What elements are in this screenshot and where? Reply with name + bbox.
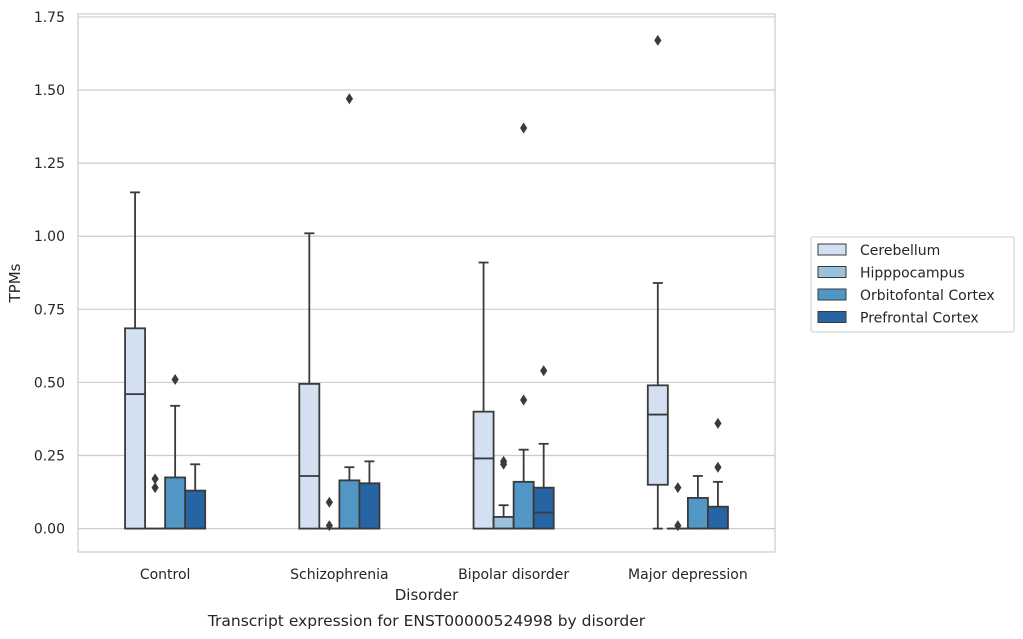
x-tick-label: Bipolar disorder <box>458 567 569 583</box>
chart-caption: Transcript expression for ENST0000052499… <box>207 612 646 630</box>
outlier-point <box>345 93 353 105</box>
outlier-point <box>674 482 682 494</box>
legend-swatch <box>817 311 847 323</box>
outlier-point <box>674 520 682 532</box>
box-body <box>164 476 187 530</box>
outlier-point <box>714 417 722 429</box>
x-tick-label: Control <box>140 567 191 583</box>
legend-swatch <box>817 266 847 278</box>
outlier-point <box>325 520 333 532</box>
outlier-point <box>151 482 159 494</box>
box-2-3 <box>686 475 709 530</box>
y-tick-label: 0.25 <box>34 449 65 465</box>
box-2-1 <box>338 93 361 530</box>
box-body <box>686 497 709 530</box>
legend-label: Orbitofontal Cortex <box>860 288 995 304</box>
outlier-point <box>500 455 508 467</box>
y-axis-title: TPMs <box>6 263 24 303</box>
box-body <box>646 384 669 486</box>
box-3-0 <box>184 463 207 530</box>
y-axis: 0.00 0.25 0.50 0.75 1.00 1.25 1.50 1.75 <box>34 10 65 538</box>
x-axis: Control Schizophrenia Bipolar disorder Majo… <box>140 567 748 583</box>
box-body <box>512 480 535 530</box>
y-tick-label: 1.25 <box>34 156 65 172</box>
y-tick-label: 1.75 <box>34 10 65 26</box>
box-1-2 <box>492 455 515 530</box>
box-body <box>472 410 495 530</box>
outlier-point <box>151 473 159 485</box>
outlier-point <box>171 373 179 385</box>
box-body <box>338 479 361 530</box>
box-body <box>124 327 146 530</box>
gridlines <box>78 16 775 530</box>
plot-frame <box>77 13 776 553</box>
legend-swatch <box>817 288 847 301</box>
box-0-0 <box>124 191 146 530</box>
box-0-2 <box>472 261 495 530</box>
outlier-point <box>325 496 333 508</box>
outlier-point <box>520 394 528 406</box>
legend-swatch <box>817 243 847 256</box>
outlier-point <box>520 122 528 134</box>
y-tick-label: 1.50 <box>34 83 65 99</box>
x-axis-title: Disorder <box>395 586 459 604</box>
box-0-1 <box>298 232 321 530</box>
box-3-3 <box>707 417 729 530</box>
x-tick-label: Schizophrenia <box>290 567 388 583</box>
y-tick-label: 1.00 <box>34 229 65 245</box>
box-0-3 <box>646 34 669 530</box>
legend-label: Prefrontal Cortex <box>860 311 979 327</box>
outlier-point <box>540 365 548 377</box>
y-tick-label: 0.00 <box>34 522 65 538</box>
box-body <box>707 505 729 530</box>
box-1-3 <box>666 482 689 532</box>
legend-frame <box>810 236 1015 333</box>
box-1-1 <box>318 496 341 532</box>
x-tick-label: Major depression <box>628 567 748 583</box>
box-body <box>358 482 381 530</box>
y-tick-label: 0.50 <box>34 375 65 391</box>
outlier-point <box>654 34 662 46</box>
outlier-point <box>714 461 722 473</box>
box-body <box>184 489 207 530</box>
legend-label: Hipppocampus <box>860 266 965 282</box>
box-2-0 <box>164 373 187 530</box>
box-3-2 <box>532 365 555 530</box>
legend-label: Cerebellum <box>860 243 940 259</box>
boxes <box>124 34 729 532</box>
box-body <box>298 382 321 530</box>
box-1-0 <box>144 473 167 530</box>
legend: Cerebellum Hipppocampus Orbitofontal Corte… <box>810 236 1015 333</box>
box-2-2 <box>512 122 535 530</box>
box-3-1 <box>358 460 381 530</box>
box-body <box>532 486 555 530</box>
box-body <box>492 516 515 530</box>
y-tick-label: 0.75 <box>34 302 65 318</box>
